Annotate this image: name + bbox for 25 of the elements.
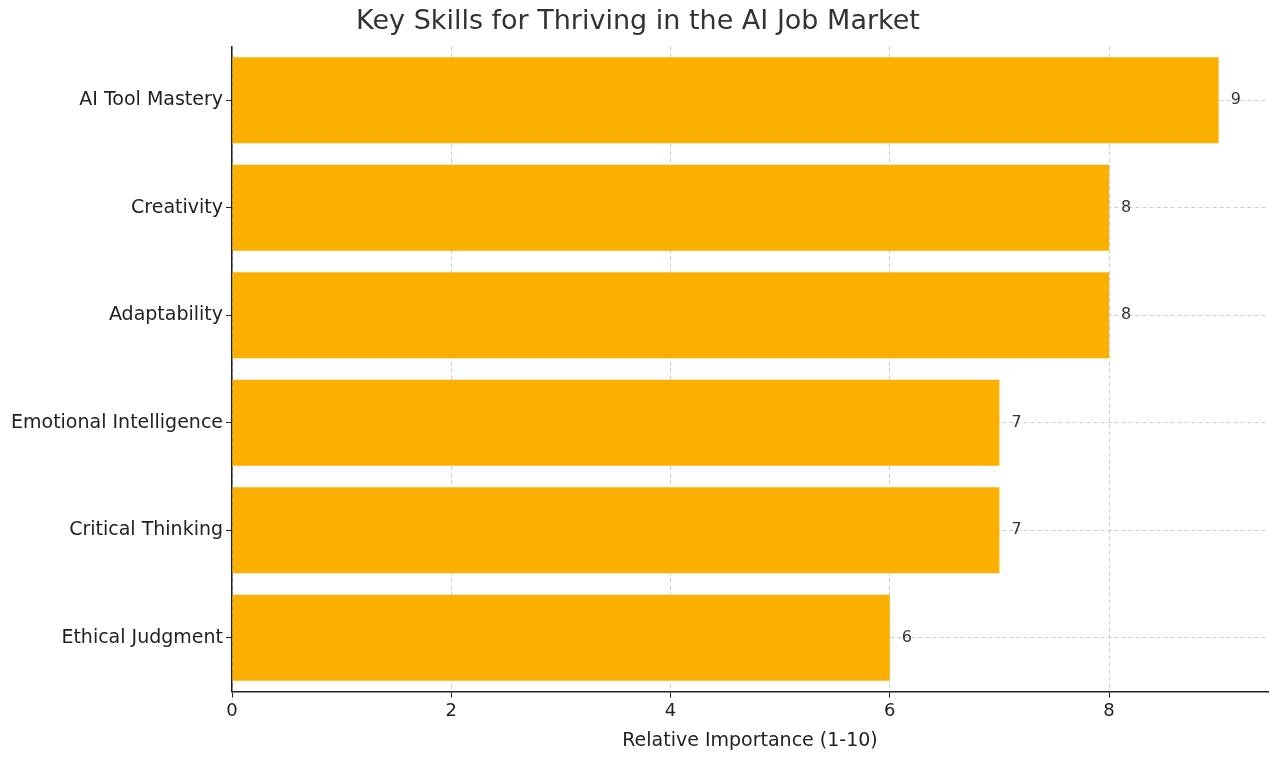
- y-tick-label: Critical Thinking: [69, 517, 224, 540]
- bar: [232, 164, 1110, 251]
- x-tick-label: 0: [226, 699, 238, 721]
- data-label: 7: [1011, 519, 1022, 539]
- data-label: 8: [1121, 196, 1132, 216]
- x-tick-label: 4: [664, 699, 677, 721]
- bar: [232, 57, 1219, 144]
- chart-title: Key Skills for Thriving in the AI Job Market: [356, 4, 920, 36]
- y-tick-label: AI Tool Mastery: [79, 87, 224, 110]
- y-tick-label: Emotional Intelligence: [11, 409, 224, 432]
- x-axis-title: Relative Importance (1-10): [622, 727, 878, 750]
- x-tick-label: 8: [1103, 699, 1115, 721]
- data-label: 6: [901, 626, 912, 646]
- bar: [232, 272, 1110, 359]
- data-label: 7: [1011, 411, 1022, 431]
- x-tick-label: 2: [445, 699, 458, 721]
- data-label: 8: [1121, 304, 1132, 324]
- bar: [232, 487, 1000, 574]
- y-tick-label: Adaptability: [108, 302, 224, 325]
- y-tick-label: Ethical Judgment: [61, 624, 224, 647]
- bar: [232, 379, 1000, 466]
- data-label: 9: [1230, 89, 1241, 109]
- y-tick-label: Creativity: [131, 194, 224, 217]
- x-tick-label: 6: [884, 699, 896, 721]
- bar: [232, 594, 890, 681]
